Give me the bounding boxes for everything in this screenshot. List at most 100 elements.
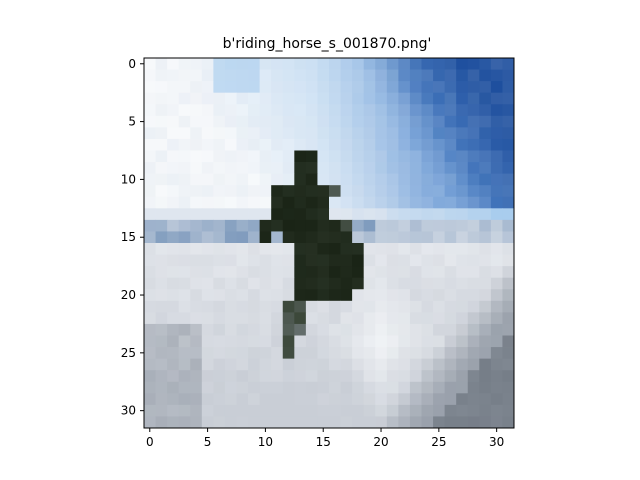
image-pixel	[444, 173, 457, 186]
image-pixel	[386, 335, 399, 348]
image-pixel	[317, 127, 330, 140]
image-pixel	[340, 289, 353, 302]
image-pixel	[421, 69, 434, 82]
image-pixel	[375, 404, 388, 417]
image-pixel	[248, 335, 261, 348]
image-pixel	[490, 289, 503, 302]
image-pixel	[271, 335, 284, 348]
image-pixel	[433, 416, 446, 429]
image-pixel	[167, 208, 180, 221]
image-pixel	[433, 104, 446, 117]
image-pixel	[409, 185, 422, 198]
image-pixel	[329, 335, 341, 348]
image-pixel	[167, 370, 180, 383]
image-pixel	[433, 335, 446, 348]
image-pixel	[340, 381, 353, 394]
image-pixel	[479, 404, 492, 417]
image-pixel	[433, 162, 446, 175]
image-pixel	[236, 335, 249, 348]
image-pixel	[329, 150, 341, 163]
image-pixel	[224, 92, 237, 105]
image-pixel	[294, 219, 307, 232]
image-pixel	[352, 127, 365, 140]
x-tick-label: 25	[431, 435, 446, 449]
image-pixel	[398, 300, 411, 313]
image-pixel	[248, 208, 261, 221]
image-pixel	[329, 185, 341, 198]
image-pixel	[375, 243, 388, 255]
image-pixel	[340, 393, 353, 406]
image-pixel	[490, 347, 503, 360]
image-pixel	[363, 277, 376, 290]
image-pixel	[144, 104, 156, 117]
image-pixel	[340, 150, 353, 163]
image-pixel	[144, 58, 156, 70]
image-pixel	[467, 196, 480, 209]
image-pixel	[305, 231, 318, 244]
image-pixel	[248, 289, 261, 302]
image-pixel	[282, 69, 295, 82]
image-pixel	[248, 127, 261, 140]
image-pixel	[433, 185, 446, 198]
image-pixel	[398, 58, 411, 70]
image-pixel	[363, 104, 376, 117]
image-pixel	[167, 81, 180, 94]
image-pixel	[363, 370, 376, 383]
image-pixel	[155, 115, 168, 128]
image-pixel	[456, 416, 469, 429]
image-pixel	[409, 416, 422, 429]
image-pixel	[294, 323, 307, 336]
image-pixel	[201, 381, 214, 394]
image-pixel	[444, 58, 457, 70]
image-pixel	[409, 127, 422, 140]
image-pixel	[409, 208, 422, 221]
image-pixel	[155, 196, 168, 209]
image-pixel	[282, 254, 295, 267]
image-pixel	[271, 370, 284, 383]
image-pixel	[282, 335, 295, 348]
image-pixel	[502, 289, 515, 302]
image-pixel	[502, 127, 515, 140]
image-pixel	[375, 208, 388, 221]
image-pixel	[456, 335, 469, 348]
image-pixel	[282, 115, 295, 128]
image-pixel	[352, 393, 365, 406]
image-pixel	[305, 185, 318, 198]
image-pixel	[144, 69, 156, 82]
image-pixel	[363, 173, 376, 186]
image-pixel	[178, 231, 191, 244]
image-pixel	[433, 219, 446, 232]
image-pixel	[201, 81, 214, 94]
image-pixel	[144, 254, 156, 267]
image-pixel	[144, 173, 156, 186]
image-pixel	[224, 393, 237, 406]
image-pixel	[340, 104, 353, 117]
image-pixel	[305, 127, 318, 140]
image-pixel	[259, 185, 272, 198]
image-pixel	[502, 150, 515, 163]
image-pixel	[444, 69, 457, 82]
image-pixel	[236, 370, 249, 383]
image-pixel	[144, 300, 156, 313]
image-pixel	[490, 231, 503, 244]
image-pixel	[178, 312, 191, 325]
image-pixel	[329, 115, 341, 128]
image-pixel	[386, 393, 399, 406]
image-pixel	[236, 289, 249, 302]
image-pixel	[409, 243, 422, 255]
image-pixel	[248, 69, 261, 82]
image-pixel	[456, 69, 469, 82]
image-pixel	[190, 358, 203, 371]
image-pixel	[479, 266, 492, 279]
image-pixel	[294, 185, 307, 198]
image-pixel	[259, 138, 272, 151]
image-pixel	[224, 127, 237, 140]
image-pixel	[167, 323, 180, 336]
image-pixel	[329, 370, 341, 383]
image-pixel	[479, 81, 492, 94]
pixel-image	[144, 58, 515, 429]
image-pixel	[155, 393, 168, 406]
image-pixel	[375, 370, 388, 383]
image-pixel	[167, 289, 180, 302]
image-pixel	[167, 243, 180, 255]
